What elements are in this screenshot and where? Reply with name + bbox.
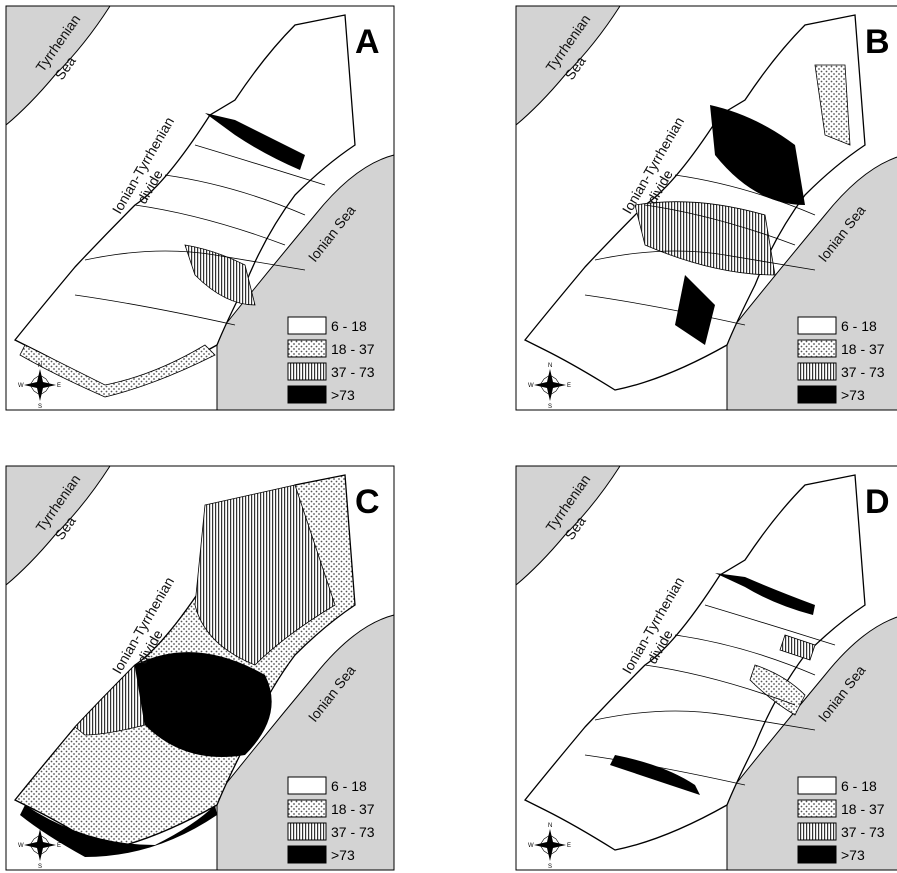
compass-e: E xyxy=(57,843,61,849)
compass-w: W xyxy=(18,383,24,389)
legend-label-3: 37 - 73 xyxy=(841,824,885,840)
drainage-network xyxy=(74,144,326,326)
compass-s: S xyxy=(38,404,42,410)
legend: 6 - 18 18 - 37 37 - 73 >73 xyxy=(287,316,375,404)
map-panel-d: Tyrrhenian Sea Ionian Sea Ionian-Tyrrhen… xyxy=(515,465,897,871)
compass-icon: N S E W xyxy=(18,823,61,870)
compass-e: E xyxy=(567,843,571,849)
legend: 6 - 18 18 - 37 37 - 73 >73 xyxy=(797,316,885,404)
map-panel-c: Tyrrhenian Sea Ionian Sea Ionian-Tyrrhen… xyxy=(5,465,397,871)
zone-high-2 xyxy=(610,755,700,795)
legend-label-1: 6 - 18 xyxy=(331,778,367,794)
legend-label-1: 6 - 18 xyxy=(331,318,367,334)
zone-18-37 xyxy=(814,64,851,146)
legend: 6 - 18 18 - 37 37 - 73 >73 xyxy=(797,776,885,864)
legend-label-2: 18 - 37 xyxy=(331,341,375,357)
legend-label-2: 18 - 37 xyxy=(331,801,375,817)
zone-high xyxy=(205,113,305,170)
tyrrhenian-sea xyxy=(515,5,621,127)
tyrrhenian-sea xyxy=(515,465,621,587)
ionian-sea xyxy=(216,154,395,411)
zone-37-73 xyxy=(184,244,256,306)
legend-label-4: >73 xyxy=(841,387,865,403)
map-panel-a: Tyrrhenian Sea Ionian Sea Ionian-Tyrrhen… xyxy=(5,5,397,411)
zone-high-2 xyxy=(20,805,217,857)
legend-label-4: >73 xyxy=(331,847,355,863)
compass-e: E xyxy=(57,383,61,389)
ionian-sea xyxy=(726,156,897,411)
compass-w: W xyxy=(528,383,534,389)
compass-w: W xyxy=(18,843,24,849)
catchment-outline xyxy=(523,474,866,851)
drainage-network xyxy=(584,174,816,326)
compass-e: E xyxy=(567,383,571,389)
legend-label-4: >73 xyxy=(841,847,865,863)
legend-label-1: 6 - 18 xyxy=(841,778,877,794)
compass-n: N xyxy=(548,823,552,829)
compass-s: S xyxy=(548,864,552,870)
zone-high xyxy=(135,652,272,757)
tyrrhenian-sea xyxy=(5,5,111,127)
tyrrhenian-sea xyxy=(5,465,111,587)
compass-icon: N S E W xyxy=(528,363,571,410)
legend-label-3: 37 - 73 xyxy=(841,364,885,380)
panel-letter-a: A xyxy=(355,23,380,61)
zone-37-73 xyxy=(194,484,336,666)
zone-37-73-2 xyxy=(74,664,146,736)
ionian-sea xyxy=(216,614,395,871)
panel-letter-d: D xyxy=(865,483,890,521)
drainage-network xyxy=(584,604,836,786)
zone-18-37 xyxy=(19,344,216,398)
compass-s: S xyxy=(38,864,42,870)
zone-37-73 xyxy=(634,201,776,276)
panel-letter-c: C xyxy=(355,483,380,521)
ionian-sea xyxy=(726,616,897,871)
zone-high xyxy=(715,573,815,615)
legend-label-2: 18 - 37 xyxy=(841,801,885,817)
legend-label-4: >73 xyxy=(331,387,355,403)
compass-s: S xyxy=(548,404,552,410)
zone-37-73 xyxy=(779,634,816,661)
compass-n: N xyxy=(38,823,42,829)
compass-icon: N S E W xyxy=(528,823,571,870)
legend-label-2: 18 - 37 xyxy=(841,341,885,357)
compass-n: N xyxy=(548,363,552,369)
legend-label-1: 6 - 18 xyxy=(841,318,877,334)
compass-n: N xyxy=(38,363,42,369)
legend-label-3: 37 - 73 xyxy=(331,364,375,380)
compass-w: W xyxy=(528,843,534,849)
zone-high xyxy=(710,105,805,205)
map-panel-b: Tyrrhenian Sea Ionian Sea Ionian-Tyrrhen… xyxy=(515,5,897,411)
zone-18-37 xyxy=(749,664,806,716)
zone-high-2 xyxy=(675,275,715,345)
legend-label-3: 37 - 73 xyxy=(331,824,375,840)
compass-icon: N S E W xyxy=(18,363,61,410)
legend: 6 - 18 18 - 37 37 - 73 >73 xyxy=(287,776,375,864)
panel-letter-b: B xyxy=(865,23,890,61)
